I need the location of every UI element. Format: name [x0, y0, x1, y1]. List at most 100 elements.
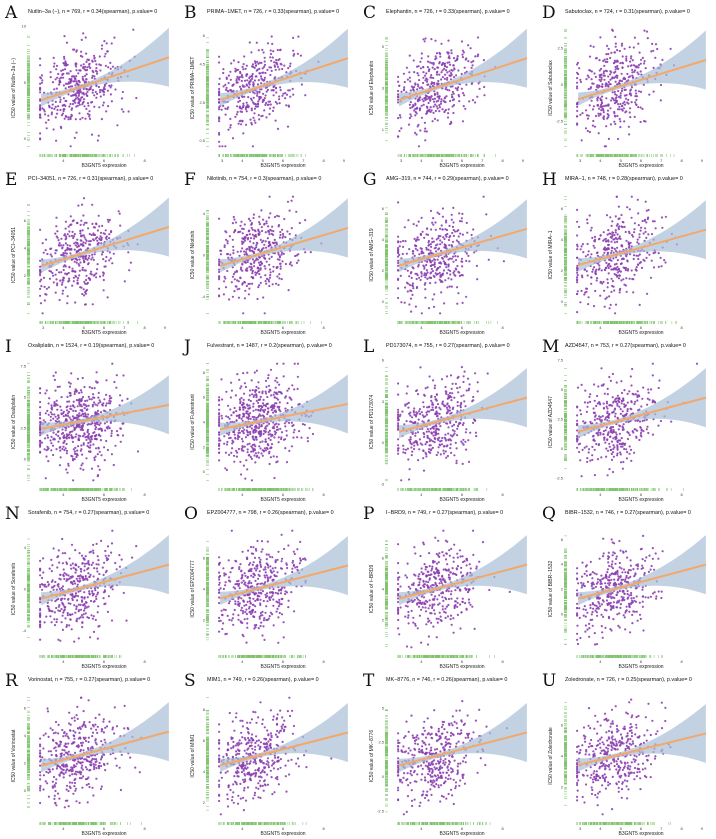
data-point [644, 120, 647, 123]
data-point [285, 104, 288, 107]
data-point [594, 114, 598, 118]
data-point [279, 262, 282, 265]
data-point [68, 265, 71, 269]
data-point [600, 85, 604, 88]
data-point [446, 61, 449, 64]
data-point [426, 60, 430, 63]
data-point [449, 63, 452, 66]
data-point [269, 73, 272, 77]
data-point [227, 74, 230, 77]
data-point [241, 84, 244, 87]
data-point [224, 230, 227, 233]
data-point [638, 51, 641, 54]
x-tick-label: 5 [262, 158, 265, 163]
data-point [408, 76, 411, 79]
data-point [241, 119, 244, 122]
data-point [621, 109, 624, 112]
panel-letter: C [363, 3, 376, 23]
y-tick-label: 5 [24, 80, 27, 85]
data-point [80, 234, 83, 237]
data-point [425, 112, 428, 115]
data-point [78, 89, 81, 92]
data-point [79, 99, 82, 102]
data-point [62, 76, 65, 79]
data-point [246, 233, 249, 236]
data-point [422, 66, 425, 69]
data-point [259, 267, 262, 270]
data-point [68, 247, 71, 250]
data-point [58, 83, 61, 86]
data-point [258, 215, 261, 218]
data-point [611, 97, 615, 100]
data-point [645, 30, 649, 33]
data-point [576, 87, 579, 90]
data-point [106, 50, 109, 53]
data-point [64, 249, 67, 252]
data-point [97, 214, 100, 217]
data-point [434, 39, 437, 42]
data-point [596, 97, 599, 100]
data-point [39, 280, 42, 283]
data-point [72, 48, 75, 51]
data-point [82, 197, 86, 200]
data-point [219, 253, 222, 256]
data-point [95, 63, 98, 66]
data-point [444, 73, 447, 76]
data-point [470, 61, 473, 64]
data-point [251, 145, 254, 148]
data-point [61, 281, 64, 284]
data-point [431, 120, 434, 123]
data-point [71, 230, 74, 233]
data-point [229, 253, 232, 256]
data-point [587, 88, 590, 91]
data-point [59, 244, 63, 247]
x-tick-label: 6 [640, 158, 643, 163]
data-point [287, 67, 290, 70]
data-point [617, 103, 620, 106]
data-point [257, 228, 260, 231]
data-point [594, 57, 598, 60]
data-point [85, 94, 88, 97]
data-point [263, 312, 266, 315]
data-point [423, 130, 426, 133]
data-point [433, 68, 436, 71]
data-point [422, 100, 425, 103]
data-point [403, 88, 406, 91]
data-point [86, 58, 89, 61]
data-point [408, 71, 411, 74]
data-point [264, 280, 267, 283]
data-point [239, 119, 242, 122]
data-point [70, 247, 73, 250]
data-point [75, 261, 78, 264]
data-point [67, 116, 70, 119]
data-point [47, 118, 50, 122]
data-point [73, 248, 76, 251]
data-point [75, 222, 79, 225]
data-point [256, 92, 259, 95]
data-point [616, 76, 619, 79]
data-point [282, 252, 285, 255]
data-point [218, 264, 221, 267]
data-point [648, 93, 651, 96]
data-point [245, 110, 248, 113]
data-point [418, 107, 421, 110]
data-point [93, 94, 96, 97]
data-point [54, 78, 57, 81]
data-point [47, 114, 50, 117]
data-point [98, 55, 101, 58]
data-point [251, 228, 254, 231]
data-point [235, 78, 238, 81]
data-point [66, 246, 69, 249]
data-point [39, 137, 42, 140]
data-point [450, 73, 453, 76]
data-point [75, 49, 78, 52]
data-point [588, 55, 592, 58]
data-point [261, 100, 264, 103]
data-point [241, 263, 244, 266]
data-point [251, 276, 254, 279]
data-point [46, 252, 49, 256]
data-point [39, 105, 42, 108]
data-point [39, 104, 42, 107]
data-point [116, 124, 119, 127]
data-point [426, 78, 429, 81]
